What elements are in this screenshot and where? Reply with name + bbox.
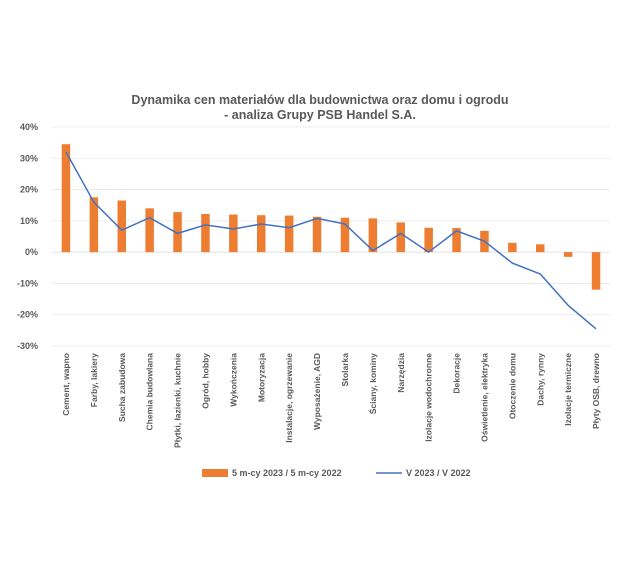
y-tick-label: 20% — [20, 185, 38, 195]
category-label: Narzędzia — [396, 353, 406, 393]
category-label: Stolarka — [340, 353, 350, 387]
category-label: Farby, lakiery — [89, 353, 99, 407]
category-label: Izolacje termiczne — [563, 353, 573, 426]
category-label: Płyty OSB, drewno — [591, 353, 601, 429]
chart-svg: Dynamika cen materiałów dla budownictwa … — [17, 93, 610, 478]
bar — [89, 197, 99, 253]
chart-area: Dynamika cen materiałów dla budownictwa … — [10, 80, 616, 492]
gridlines — [52, 126, 610, 347]
legend-line-label: V 2023 / V 2022 — [406, 468, 471, 478]
bar — [452, 228, 461, 253]
legend-bar-label: 5 m-cy 2023 / 5 m-cy 2022 — [232, 468, 342, 478]
bar — [536, 244, 545, 253]
category-label: Motoryzacja — [256, 353, 266, 402]
y-tick-label: -10% — [17, 278, 38, 288]
category-label: Dachy, rynny — [535, 353, 545, 406]
category-label: Wykończenia — [228, 353, 238, 407]
legend: 5 m-cy 2023 / 5 m-cy 2022 V 2023 / V 202… — [202, 468, 471, 478]
chart-title: Dynamika cen materiałów dla budownictwa … — [131, 93, 508, 107]
category-label: Otoczenie domu — [507, 353, 517, 419]
category-label: Sucha zabudowa — [117, 353, 127, 422]
bar — [563, 252, 573, 257]
y-tick-label: 40% — [20, 122, 38, 132]
category-labels: Cement, wapno Farby, lakiery Sucha zabudow… — [61, 353, 601, 448]
bar-series — [61, 144, 601, 290]
category-label: Wyposażenie, AGD — [312, 353, 322, 430]
y-axis-ticks: 40% 30% 20% 10% 0% -10% -20% -30% — [17, 122, 38, 351]
category-label: Ogród, hobby — [200, 353, 210, 409]
y-tick-label: -20% — [17, 310, 38, 320]
bar — [284, 215, 294, 253]
category-label: Izolacje wodochronne — [424, 353, 434, 442]
bar — [201, 213, 210, 253]
bar — [229, 214, 238, 253]
bar — [61, 144, 71, 253]
bar — [312, 216, 322, 253]
bar — [340, 217, 350, 253]
category-label: Dekoracje — [452, 353, 462, 394]
bar — [117, 200, 126, 253]
series-line — [65, 151, 597, 330]
y-tick-label: 0% — [25, 247, 38, 257]
category-label: Ściany, kominy — [367, 353, 378, 415]
category-label: Cement, wapno — [61, 353, 71, 416]
line-series — [65, 151, 597, 330]
bar — [424, 227, 433, 253]
y-tick-label: 10% — [20, 216, 38, 226]
bar — [396, 222, 405, 253]
bar — [173, 212, 182, 253]
category-label: Płytki, łazienki, kuchnie — [173, 353, 183, 448]
y-tick-label: 30% — [20, 153, 38, 163]
category-label: Chemia budowlana — [145, 353, 155, 431]
bar — [368, 218, 378, 253]
bar — [257, 215, 266, 253]
bar — [145, 208, 154, 253]
chart-subtitle: - analiza Grupy PSB Handel S.A. — [224, 108, 416, 122]
category-label: Instalacje, ogrzewanie — [284, 353, 294, 443]
bar — [508, 242, 517, 253]
legend-bar-swatch — [202, 469, 228, 477]
bar — [591, 252, 601, 290]
category-label: Oświetlenie, elektryka — [479, 353, 489, 442]
y-tick-label: -30% — [17, 341, 38, 351]
